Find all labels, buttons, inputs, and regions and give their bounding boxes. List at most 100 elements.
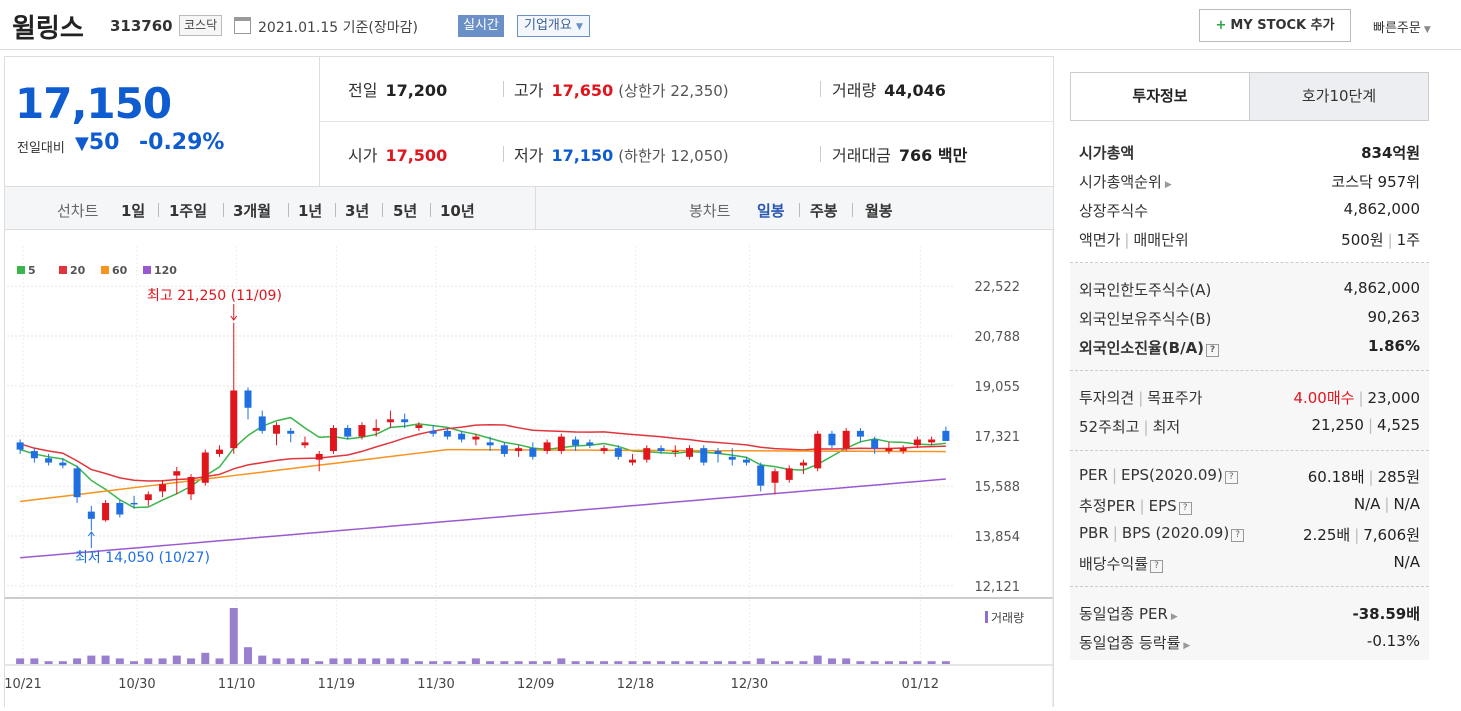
volume-bar: [429, 661, 438, 664]
period-1y[interactable]: 1년: [298, 202, 323, 220]
stock-code: 313760: [110, 17, 173, 35]
divider: [223, 203, 224, 217]
volume-bar: [144, 658, 153, 664]
divider: |: [1111, 466, 1118, 484]
candle-weekly[interactable]: 주봉: [810, 202, 838, 220]
period-10y[interactable]: 10년: [440, 202, 475, 220]
info-row[interactable]: 동일업종 PER ▶ -38.59배: [1079, 598, 1420, 627]
candle-monthly[interactable]: 월봉: [865, 202, 893, 220]
dividend-label: 배당수익률?: [1079, 553, 1164, 574]
pbr-label: PBR | BPS (2020.09)?: [1079, 524, 1245, 542]
divider: [535, 187, 536, 229]
help-icon[interactable]: ?: [1206, 344, 1220, 357]
candle-daily[interactable]: 일봉: [757, 202, 785, 220]
volume-bar: [130, 661, 139, 664]
period-3m[interactable]: 3개월: [233, 202, 272, 220]
candle-body: [329, 427, 337, 452]
candle-body: [757, 465, 765, 486]
period-bar: 선차트 1일 1주일 3개월 1년 3년 5년 10년 봉차트 일봉 주봉 월봉: [4, 186, 1054, 230]
period-1w[interactable]: 1주일: [169, 202, 208, 220]
volume-bar: [58, 661, 67, 664]
x-tick-label: 12/30: [731, 677, 768, 692]
x-tick-label: 11/30: [417, 677, 454, 692]
period-3y[interactable]: 3년: [345, 202, 370, 220]
info-row: PBR | BPS (2020.09)? 2.25배 | 7,606원: [1079, 519, 1420, 548]
help-icon[interactable]: ?: [1231, 529, 1245, 542]
period-1d[interactable]: 1일: [121, 202, 146, 220]
candle-body: [657, 448, 665, 452]
candle-body: [771, 471, 779, 483]
info-row: PER | EPS(2020.09)? 60.18배 | 285원: [1079, 461, 1420, 490]
divider: [503, 146, 504, 162]
foreign-ratio-text: 외국인소진율(B/A): [1079, 339, 1205, 357]
volume-bar: [657, 661, 666, 664]
opinion-value: 4.00매수 | 23,000: [1293, 387, 1420, 408]
high-label: 고가: [514, 81, 544, 100]
par-label: 액면가: [1079, 231, 1121, 249]
candle-body: [159, 484, 167, 492]
realtime-button[interactable]: 실시간: [458, 15, 504, 37]
volume-bar: [856, 661, 865, 664]
divider: |: [1368, 468, 1374, 486]
sector-rate-value: -0.13%: [1366, 632, 1420, 650]
quote-box: 17,150 전일대비 ▼50 -0.29% 전일 17,200 고가 17,650…: [4, 56, 1054, 187]
candle-body: [258, 416, 266, 431]
info-row[interactable]: 동일업종 등락률 ▶ -0.13%: [1079, 627, 1420, 656]
high-value: 17,650: [551, 81, 614, 100]
help-icon[interactable]: ?: [1224, 471, 1238, 484]
eps-number: 285원: [1377, 468, 1420, 486]
week52-low-text: 최저: [1152, 418, 1181, 436]
stock-name: 윌링스: [12, 14, 84, 44]
bps-text: BPS (2020.09): [1121, 524, 1230, 542]
info-row: 외국인한도주식수(A) 4,862,000: [1079, 274, 1420, 303]
divider: |: [1139, 497, 1145, 515]
candle-body: [913, 439, 921, 446]
high-price: 고가 17,650 (상한가 22,350): [514, 77, 729, 101]
volume-bar: [543, 661, 552, 664]
x-tick-label: 12/09: [517, 677, 554, 692]
help-icon[interactable]: ?: [1178, 502, 1192, 515]
company-info-dropdown[interactable]: 기업개요 ▼: [517, 15, 590, 37]
volume-bar: [528, 661, 537, 664]
candle-body: [415, 425, 423, 428]
price-diff: ▼50: [75, 130, 119, 155]
upper-limit: (상한가 22,350): [618, 82, 729, 100]
foreign-hold-value: 90,263: [1367, 308, 1421, 326]
volume-bar: [585, 661, 594, 664]
legend-label: 60: [112, 264, 128, 277]
volume-bar: [115, 658, 124, 664]
divider: |: [1112, 524, 1118, 542]
legend-label: 20: [70, 264, 86, 277]
eps-text: EPS(2020.09): [1121, 466, 1223, 484]
tab-invest-info[interactable]: 투자정보: [1070, 72, 1250, 121]
quote-row-1: 전일 17,200 고가 17,650 (상한가 22,350) 거래량 44,046: [320, 57, 1054, 121]
candle-body: [586, 442, 594, 446]
mcap-value: 834억원: [1361, 144, 1420, 162]
volume-bar: [187, 658, 196, 664]
quick-order-dropdown[interactable]: 빠른주문 ▼: [1373, 17, 1431, 36]
info-row[interactable]: 시가총액순위 ▶ 코스닥 957위: [1079, 166, 1420, 195]
section-opinion: 투자의견 | 목표주가 4.00매수 | 23,000 52주최고 | 최저 21,250 |…: [1070, 371, 1429, 451]
shares-label: 상장주식수: [1079, 202, 1149, 220]
lower-limit: (하한가 12,050): [618, 147, 729, 165]
period-5y[interactable]: 5년: [393, 202, 418, 220]
candle-body: [358, 425, 366, 437]
prev-value: 17,200: [385, 81, 448, 100]
tab-hoga[interactable]: 호가10단계: [1249, 72, 1429, 121]
candle-body: [30, 451, 38, 459]
est-per-label: 추정PER | EPS?: [1079, 495, 1192, 516]
help-icon[interactable]: ?: [1150, 560, 1164, 573]
volume-label: 거래량: [832, 81, 877, 100]
candle-body: [443, 430, 451, 437]
add-mystock-label: MY STOCK 추가: [1230, 18, 1335, 33]
volume-bar: [315, 661, 324, 664]
week52-label: 52주최고 | 최저: [1079, 416, 1180, 437]
week52-high: 21,250: [1311, 416, 1364, 434]
candle-body: [272, 425, 280, 434]
dividend-value: N/A: [1393, 553, 1420, 571]
volume-bar: [229, 608, 238, 664]
candle-body: [16, 442, 24, 450]
price-chart[interactable]: 22,522 20,788 19,055 17,321 15,588 13,854 12,1…: [4, 230, 1054, 707]
candle-body: [344, 427, 352, 437]
add-mystock-button[interactable]: + MY STOCK 추가: [1199, 9, 1351, 42]
